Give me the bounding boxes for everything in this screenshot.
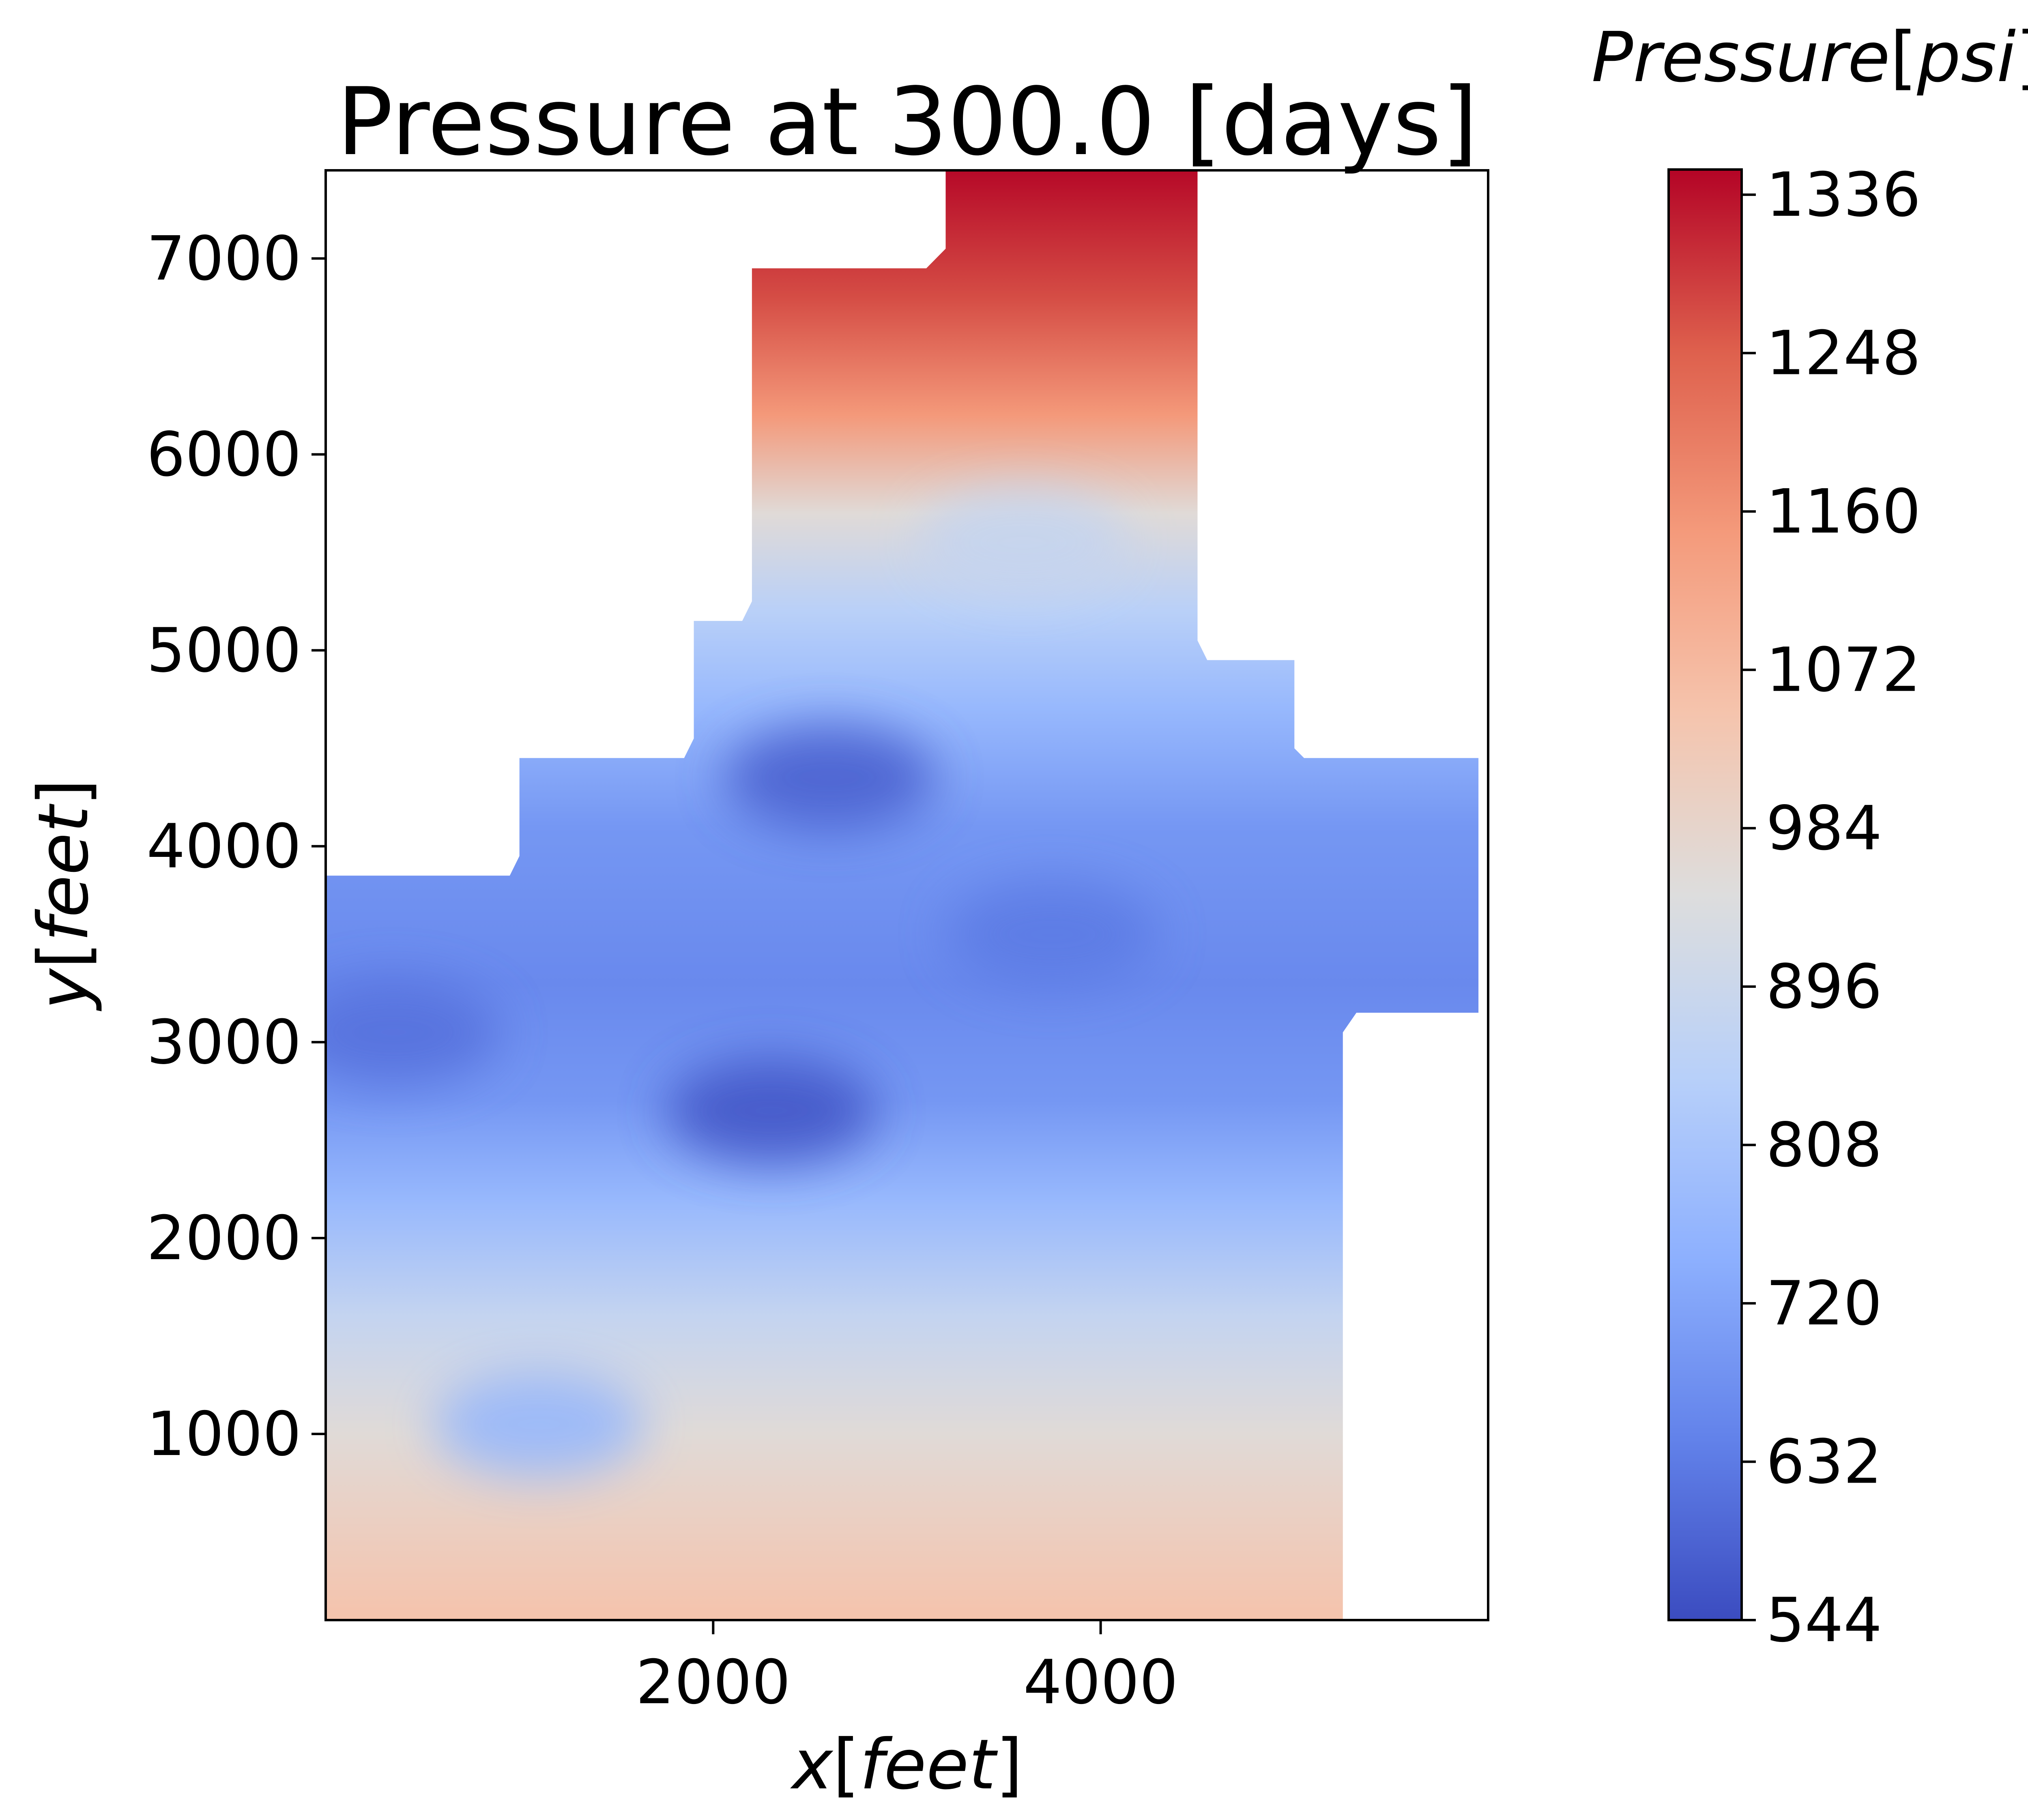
low-pressure-spot xyxy=(917,489,1129,595)
axes-frame xyxy=(324,169,1489,1621)
colorbar-tick-label: 632 xyxy=(1766,1427,1882,1497)
colorbar-tick-label: 1248 xyxy=(1766,318,1921,389)
y-tick-label: 5000 xyxy=(146,616,301,686)
y-tick-label: 1000 xyxy=(146,1399,301,1470)
colorbar-tick-label: 1336 xyxy=(1766,160,1921,230)
y-axis-ticks: 1000 2000 3000 4000 5000 6000 7000 xyxy=(146,223,326,1470)
low-pressure-spot xyxy=(947,882,1158,987)
colorbar-tick-label: 720 xyxy=(1766,1268,1882,1339)
low-pressure-spot xyxy=(666,1058,877,1163)
chart-title: Pressure at 300.0 [days] xyxy=(337,68,1478,176)
y-tick-label: 2000 xyxy=(146,1203,301,1274)
y-tick-label: 7000 xyxy=(146,223,301,294)
colorbar-ticks: 544 632 720 808 896 984 1072 1160 1248 1336 xyxy=(1742,160,1921,1656)
y-axis-label: y[feet] xyxy=(24,779,104,1012)
colorbar-tick-label: 984 xyxy=(1766,793,1882,864)
colorbar-tick-label: 896 xyxy=(1766,952,1882,1022)
plot-area xyxy=(326,170,1479,1620)
y-tick-label: 4000 xyxy=(146,811,301,882)
colorbar-bar xyxy=(1667,168,1743,1621)
x-tick-label: 4000 xyxy=(1023,1647,1178,1718)
x-tick-label: 2000 xyxy=(636,1647,791,1718)
low-pressure-spot xyxy=(326,979,499,1085)
colorbar-label: Pressure[psi] xyxy=(1592,17,2028,98)
x-axis-label: x[feet] xyxy=(790,1725,1023,1805)
low-pressure-spot xyxy=(433,1371,644,1477)
pressure-field xyxy=(326,170,1479,1620)
colorbar: 544 632 720 808 896 984 1072 1160 1248 1336 Press… xyxy=(1592,17,2028,1656)
y-tick-label: 6000 xyxy=(146,420,301,490)
y-tick-label: 3000 xyxy=(146,1007,301,1078)
colorbar-tick-label: 544 xyxy=(1766,1585,1882,1656)
low-pressure-spots xyxy=(326,489,1158,1477)
colorbar-tick-label: 1160 xyxy=(1766,476,1921,547)
colorbar-tick-label: 1072 xyxy=(1766,635,1921,706)
colorbar-tick-label: 808 xyxy=(1766,1110,1882,1180)
x-axis-ticks: 2000 4000 xyxy=(636,1620,1178,1718)
low-pressure-spot xyxy=(724,725,935,831)
